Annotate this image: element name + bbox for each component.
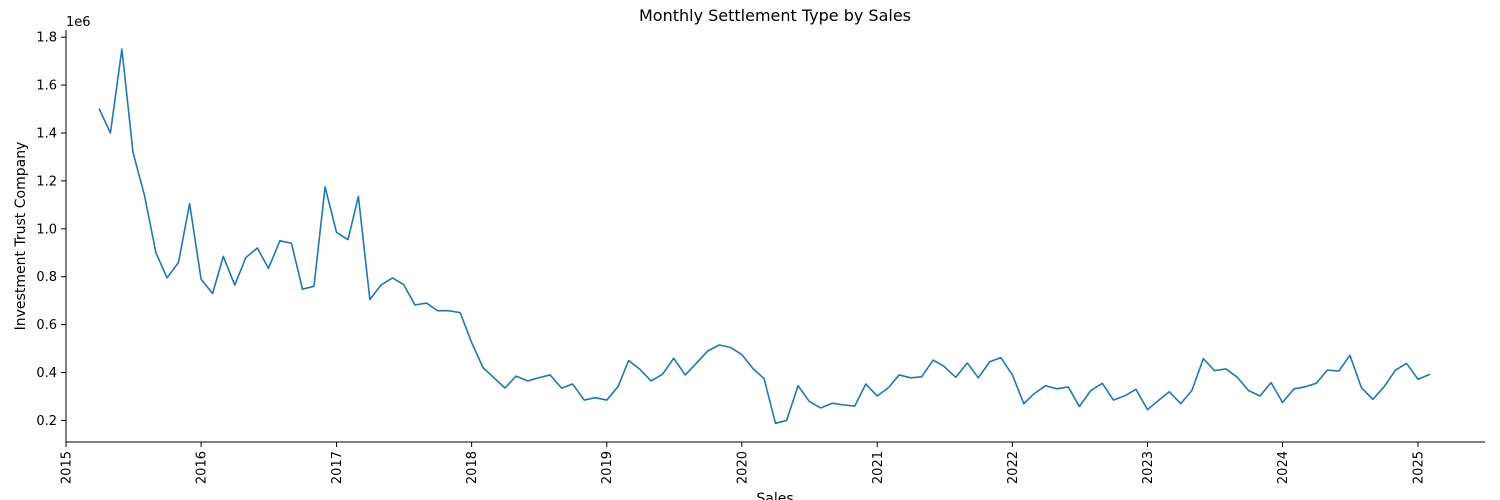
x-tick-label: 2017 bbox=[330, 451, 345, 484]
y-axis-offset-label: 1e6 bbox=[66, 15, 91, 30]
x-tick-label: 2016 bbox=[195, 451, 210, 484]
x-tick-label: 2022 bbox=[1006, 451, 1021, 484]
x-axis-title: Sales bbox=[756, 491, 793, 500]
x-tick-label: 2019 bbox=[600, 451, 615, 484]
y-tick-label: 1.4 bbox=[36, 127, 57, 142]
x-tick-label: 2018 bbox=[465, 451, 480, 484]
y-axis: 0.2 0.4 0.6 0.8 1.0 1.2 1.4 1.6 1.8 bbox=[36, 31, 66, 429]
x-tick-label: 2024 bbox=[1276, 451, 1291, 484]
x-tick-label: 2025 bbox=[1412, 451, 1427, 484]
series-line bbox=[98, 48, 1431, 425]
chart-title: Monthly Settlement Type by Sales bbox=[639, 6, 911, 25]
y-tick-label: 0.4 bbox=[36, 366, 57, 381]
series-layer bbox=[98, 48, 1431, 425]
y-tick-label: 1.8 bbox=[36, 31, 57, 46]
x-tick-label: 2020 bbox=[735, 451, 750, 484]
y-axis-title: Investment Trust Company bbox=[13, 142, 29, 331]
x-tick-label: 2021 bbox=[871, 451, 886, 484]
y-tick-label: 1.2 bbox=[36, 174, 57, 189]
x-tick-label: 2023 bbox=[1141, 451, 1156, 484]
x-tick-label: 2015 bbox=[60, 451, 75, 484]
y-tick-label: 1.0 bbox=[36, 222, 57, 237]
y-tick-label: 0.8 bbox=[36, 270, 57, 285]
y-tick-label: 1.6 bbox=[36, 79, 57, 94]
x-axis: 2015 2016 2017 2018 2019 2020 2021 2022 2023 2024… bbox=[60, 442, 1427, 484]
y-tick-label: 0.6 bbox=[36, 318, 57, 333]
y-tick-label: 0.2 bbox=[36, 414, 57, 429]
